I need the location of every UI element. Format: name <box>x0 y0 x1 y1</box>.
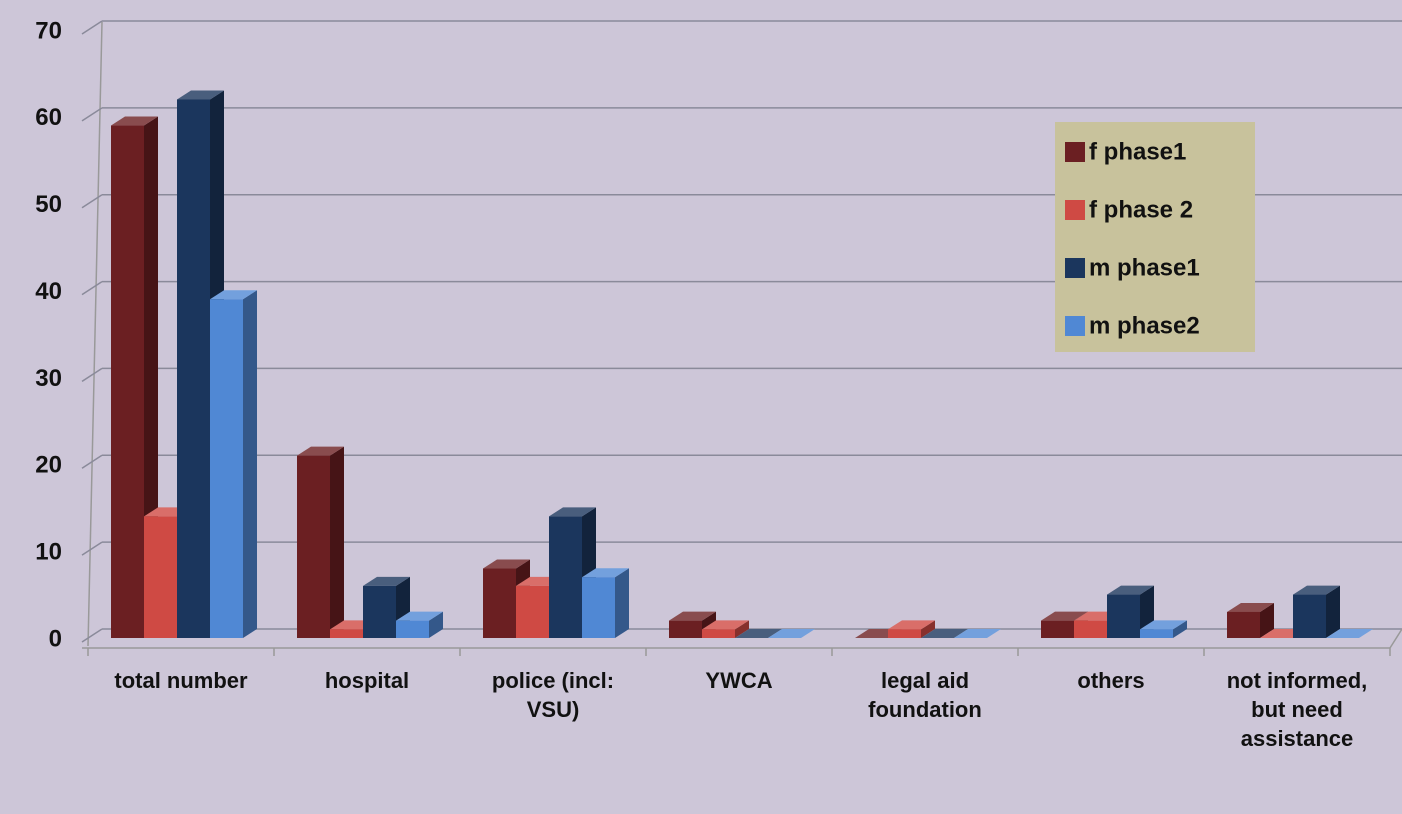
bar-top <box>210 290 257 300</box>
bar-side <box>921 620 935 638</box>
bar <box>1293 594 1326 638</box>
y-tick-label: 0 <box>49 625 62 652</box>
bar-top <box>1140 620 1187 630</box>
bar-top <box>768 629 815 638</box>
bar-side <box>735 620 749 638</box>
bar <box>549 516 582 638</box>
bar-top <box>483 559 530 569</box>
bar-top <box>549 507 596 517</box>
x-tick-label: police (incl: VSU) <box>491 668 615 722</box>
legend-swatch <box>1065 258 1085 278</box>
bar-top <box>1293 585 1340 595</box>
bar-top <box>1326 629 1373 638</box>
bar <box>582 577 615 638</box>
bar-top <box>297 446 344 456</box>
y-tick-label: 20 <box>35 452 62 479</box>
bar-top <box>735 629 782 638</box>
legend-label: m phase2 <box>1089 312 1200 339</box>
bar-top <box>1107 585 1154 595</box>
bar <box>1074 620 1107 638</box>
bar-top <box>954 629 1001 638</box>
bar <box>330 629 363 638</box>
bar <box>702 629 735 638</box>
axis-line <box>87 21 103 647</box>
bar-side <box>429 611 443 638</box>
bar <box>210 299 243 638</box>
bar-top <box>111 116 158 126</box>
bar <box>297 455 330 638</box>
legend-swatch <box>1065 316 1085 336</box>
bar <box>888 629 921 638</box>
bar-top <box>363 576 410 586</box>
bar-top <box>1041 611 1088 621</box>
bar <box>1041 620 1074 638</box>
legend-swatch <box>1065 142 1085 162</box>
bar-top <box>1227 602 1274 612</box>
y-tick-label: 60 <box>35 104 62 131</box>
y-tick-label: 70 <box>35 17 62 44</box>
legend-label: f phase1 <box>1089 138 1186 165</box>
grid-diag <box>81 541 103 556</box>
bar-side <box>330 446 344 638</box>
bar <box>516 585 549 638</box>
x-tick-label: legal aid foundation <box>868 668 982 722</box>
bar <box>363 585 396 638</box>
x-tick-label: others <box>1077 668 1145 693</box>
bar <box>396 620 429 638</box>
bar-side <box>1260 602 1274 638</box>
bar <box>1107 594 1140 638</box>
grid-diag <box>81 194 103 209</box>
x-tick-label: total number <box>114 668 248 693</box>
y-tick-label: 40 <box>35 278 62 305</box>
bar-side <box>1173 620 1187 638</box>
x-tick-label: YWCA <box>705 668 773 693</box>
grid-diag <box>81 628 103 643</box>
legend-label: m phase1 <box>1089 254 1200 281</box>
bar <box>111 125 144 639</box>
bar <box>483 568 516 638</box>
grid-diag <box>81 20 103 35</box>
bar-top <box>396 611 443 621</box>
bar <box>177 99 210 638</box>
bar-top <box>177 90 224 100</box>
bar-top <box>702 620 749 630</box>
bar-top <box>921 629 968 638</box>
grid-diag <box>81 367 103 383</box>
legend-label: f phase 2 <box>1089 196 1193 223</box>
bar <box>144 516 177 638</box>
bar <box>1140 629 1173 638</box>
bar <box>669 620 702 638</box>
x-tick-label: hospital <box>324 668 410 693</box>
y-tick-label: 10 <box>35 538 62 565</box>
bar-top <box>888 620 935 630</box>
grid-diag <box>81 107 103 122</box>
y-tick-label: 50 <box>35 191 62 218</box>
bar-side <box>1326 585 1340 638</box>
bar-top <box>669 611 716 621</box>
bar <box>1227 611 1260 638</box>
bar-side <box>243 290 257 638</box>
grid-diag <box>81 454 103 469</box>
grid-diag <box>81 280 103 296</box>
axis-line <box>1389 628 1402 649</box>
x-tick-label: not informed, but need assistance <box>1226 668 1368 751</box>
legend-box <box>1055 122 1255 352</box>
bar-side <box>144 116 158 639</box>
y-tick-label: 30 <box>35 365 62 392</box>
legend-swatch <box>1065 200 1085 220</box>
bar-top <box>582 568 629 578</box>
bar-side <box>615 568 629 638</box>
